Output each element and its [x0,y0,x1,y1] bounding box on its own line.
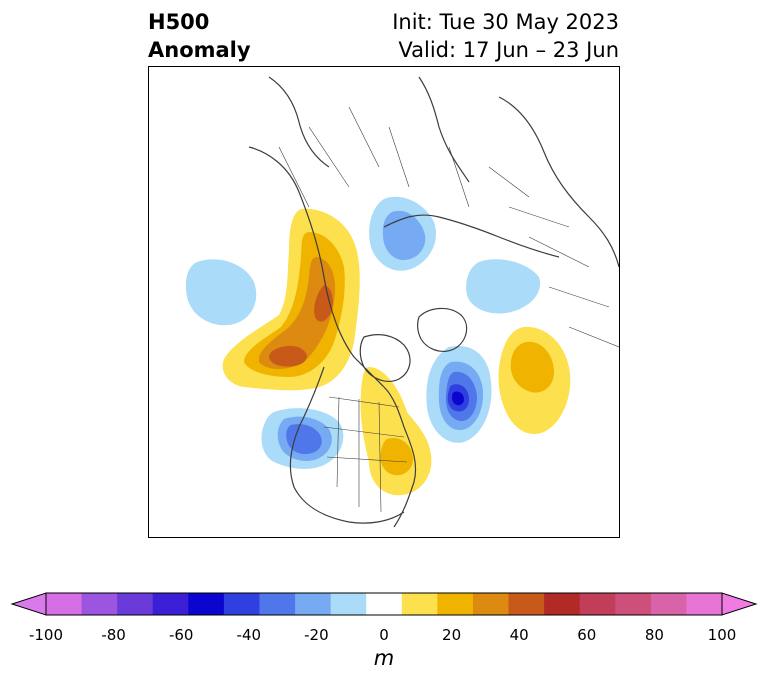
subtitle-label: Anomaly [148,38,251,62]
colorbar-tick-label: 100 [707,626,737,644]
colorbar-segment [401,593,438,615]
colorbar-tick-label: 40 [509,626,529,644]
colorbar-under-triangle [10,592,47,616]
colorbar-tick-label: 60 [577,626,597,644]
positive-anomaly-north-atlantic-20 [510,341,554,393]
colorbar-segment [508,593,545,615]
colorbar-tick-label: 0 [379,626,389,644]
colorbar-segment [544,593,581,615]
positive-anomaly-west-canada-40b [269,345,307,367]
colorbar-segment [579,593,616,615]
colorbar-tick-label: -80 [101,626,126,644]
state-borders [278,106,619,513]
negative-anomaly-labrador-peak [452,391,464,406]
colorbar-segment [686,593,723,615]
valid-range: Valid: 17 Jun – 23 Jun [398,38,619,62]
colorbar-tick-label: -40 [236,626,262,644]
coastlines [248,76,619,528]
colorbar [10,590,758,626]
colorbar-segment [615,593,652,615]
colorbar-segment [152,593,189,615]
variable-label: H500 [148,10,210,34]
colorbar-segment [366,593,403,615]
colorbar-units: m [373,646,395,670]
colorbar-tick-label: 80 [644,626,664,644]
map-panel [148,66,620,538]
positive-anomaly-great-lakes [360,367,432,496]
colorbar-segment [437,593,474,615]
negative-anomaly-north-pacific [185,259,257,326]
date-info: Init: Tue 30 May 2023 Valid: 17 Jun – 23… [392,8,619,64]
colorbar-border [45,592,723,616]
colorbar-tick-label: -20 [304,626,329,644]
negative-anomaly-barents [466,259,541,314]
colorbar-segment [46,593,83,615]
colorbar-tick-label: -60 [168,626,194,644]
chart-title: H500 Anomaly [148,8,251,64]
colorbar-segment [472,593,510,615]
colorbar-tick-label: 20 [442,626,462,644]
positive-anomaly-west-canada-30 [258,257,336,369]
colorbar-segment [223,593,260,615]
positive-anomaly-west-canada-40 [314,285,333,322]
colorbar-segment [259,593,296,615]
colorbar-segment [188,593,225,615]
negative-anomaly-southwest-30 [286,424,322,455]
colorbar-segment [650,593,687,615]
init-date: Init: Tue 30 May 2023 [392,10,619,34]
colorbar-segment [330,593,367,615]
colorbar-over-triangle [721,592,758,616]
anomaly-map [185,76,619,528]
positive-anomaly-great-lakes-20 [380,437,414,476]
colorbar-segment [295,593,332,615]
colorbar-svg [10,592,758,616]
colorbar-tick-label: -100 [28,626,64,644]
colorbar-segment [81,593,118,615]
colorbar-segment [117,593,154,615]
